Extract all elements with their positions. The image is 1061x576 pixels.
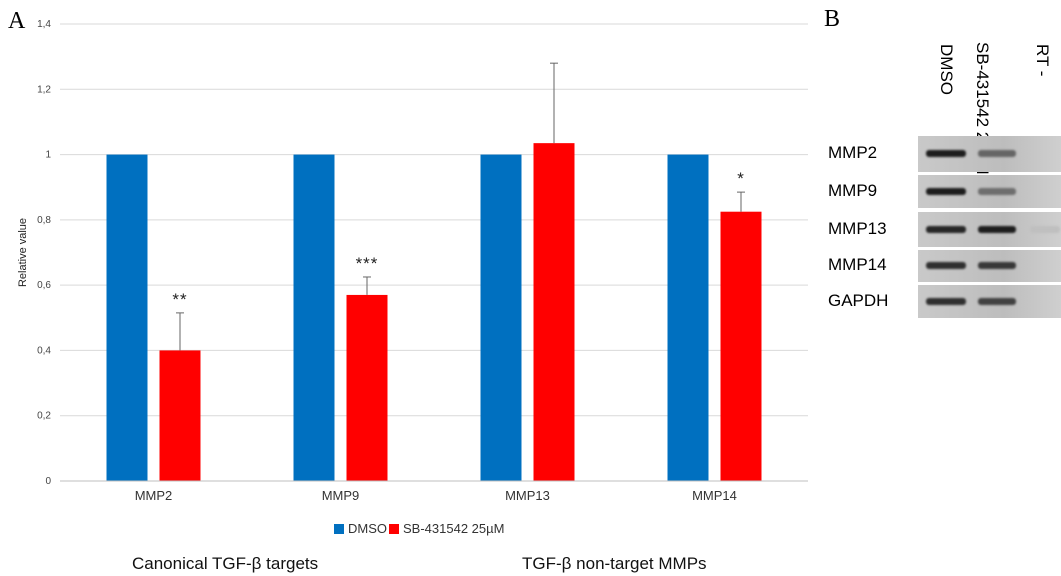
x-tick-label-mmp14: MMP14 — [692, 488, 737, 503]
bar-sb-mmp14 — [720, 211, 762, 482]
y-tick-label: 1,2 — [37, 84, 51, 95]
gel-lane-label-dmso: DMSO — [937, 44, 956, 95]
gel-band — [978, 187, 1016, 195]
bar-sb-mmp2 — [159, 350, 201, 481]
legend-swatch-dmso — [334, 523, 344, 534]
gel-row-label-mmp2: MMP2 — [828, 143, 878, 162]
gel-row-label-mmp14: MMP14 — [828, 255, 887, 274]
y-tick-label: 0,6 — [37, 280, 51, 291]
x-tick-label-mmp2: MMP2 — [135, 488, 173, 503]
legend-item-sb: SB-431542 25µM — [389, 521, 504, 536]
y-tick-label: 1 — [45, 150, 51, 161]
bar-dmso-mmp14 — [667, 154, 709, 482]
y-tick-label: 0,2 — [37, 411, 51, 422]
y-tick-label: 0,4 — [37, 345, 51, 356]
legend-swatch-sb — [389, 523, 399, 534]
y-tick-label: 1,4 — [37, 19, 51, 30]
panel-label-a: A — [8, 8, 26, 34]
gel-row-label-mmp9: MMP9 — [828, 180, 878, 200]
group-label-canonical: Canonical TGF-β targets — [132, 554, 319, 573]
legend-label-sb: SB-431542 25µM — [403, 521, 505, 536]
gel-row-label-gapdh: GAPDH — [828, 290, 889, 310]
bar-dmso-mmp13 — [480, 154, 522, 482]
gel-band — [926, 225, 966, 233]
gel-lane-label-rt: RT - — [1033, 44, 1052, 77]
x-tick-label-mmp9: MMP9 — [322, 488, 360, 503]
gel-strip-gapdh — [918, 285, 1061, 318]
gel-band — [926, 297, 966, 305]
legend-label-dmso: DMSO — [348, 521, 387, 536]
gel-strip-mmp13 — [918, 212, 1061, 247]
y-axis-label: Relative value — [17, 218, 29, 287]
group-label-noncanonical: TGF-β non-target MMPs — [522, 554, 707, 573]
legend-item-dmso: DMSO — [334, 521, 387, 536]
significance-mark: * — [737, 169, 745, 188]
gel-band — [978, 225, 1016, 233]
gel-strip-mmp14 — [918, 250, 1061, 282]
bar-dmso-mmp2 — [106, 154, 148, 482]
panel-label-b: B — [824, 6, 841, 32]
gel-band — [926, 150, 966, 157]
bar-dmso-mmp9 — [293, 154, 335, 482]
gel-row-label-mmp13: MMP13 — [828, 218, 887, 238]
bar-sb-mmp13 — [533, 143, 575, 481]
bar-chart: 0 0,2 0,4 0,6 0,8 1 1,2 1,4 Relative value ** MMP2… — [17, 19, 808, 503]
gel-band — [978, 262, 1016, 269]
y-tick-label: 0 — [45, 476, 51, 487]
gel-band — [978, 297, 1016, 305]
y-tick-label: 0,8 — [37, 215, 51, 226]
gel-strip-mmp2 — [918, 136, 1061, 172]
gel-band — [1030, 225, 1060, 233]
gel-band — [926, 187, 966, 195]
gel-band — [978, 150, 1016, 157]
gel-band — [926, 262, 966, 269]
gel-strip-mmp9 — [918, 175, 1061, 208]
bar-sb-mmp9 — [346, 294, 388, 481]
significance-mark: ** — [172, 290, 187, 309]
x-tick-label-mmp13: MMP13 — [505, 488, 550, 503]
significance-mark: *** — [356, 254, 379, 273]
